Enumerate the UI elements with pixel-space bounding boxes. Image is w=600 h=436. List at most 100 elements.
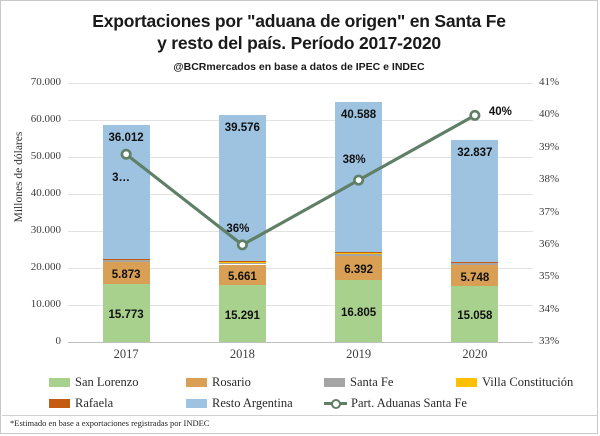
gridline [68,231,533,232]
bar-segment-rosario[interactable] [451,265,499,287]
y-axis-left-tick-label: 60.000 [30,113,61,125]
bar-segment-resto-argentina[interactable] [451,140,499,262]
footnote-divider [2,415,598,416]
y-axis-right-tick-label: 35% [539,270,560,283]
chart-subtitle: @BCRmercados en base a datos de IPEC e I… [173,61,425,73]
y-axis-right-tick-label: 37% [539,205,560,218]
x-axis-tick-label-2017: 2017 [113,347,139,361]
line-data-label-2019: 38% [342,154,366,167]
bar-data-label: 15.773 [108,308,144,321]
y-axis-left-tick-label: 50.000 [30,150,61,162]
page-title: Exportaciones por "aduana de origen" en … [1,10,597,54]
y-axis-left-tick-label: 40.000 [30,187,61,199]
bar-segment-rosario[interactable] [102,261,150,284]
bar-group-2017[interactable]: 15.773 5.873 36.012 [102,83,150,342]
line-data-label-2018: 36% [226,222,250,235]
gridline [68,120,533,121]
legend-item-part-aduanas-santa-fe[interactable]: Part. Aduanas Santa Fe [324,393,467,414]
bar-group-2020[interactable]: 15.058 5.748 32.837 [451,83,499,342]
line-marker-2019[interactable] [353,174,365,186]
bar-segment-rosario[interactable] [218,264,266,286]
gridline [68,305,533,306]
bar-segment-santa-fe[interactable] [451,263,499,266]
legend-row-1: San Lorenzo Rosario Santa Fe Villa Constitu… [1,372,597,393]
bar-data-label: 40.588 [341,109,377,122]
y-axis-left-tick-label: 0 [55,335,62,347]
legend-swatch-icon [49,399,70,408]
legend-label: Resto Argentina [212,396,293,410]
y-axis-right-tick-label: 39% [539,140,560,153]
legend-item-san-lorenzo[interactable]: San Lorenzo [49,372,139,393]
bar-data-label: 32.837 [457,147,493,160]
legend-swatch-icon [49,378,70,387]
bar-segment-villa-constituci-n[interactable] [451,262,499,264]
legend-label: Santa Fe [350,375,394,389]
legend-swatch-icon [324,378,345,387]
bar-data-label: 6.392 [344,264,374,276]
bar-segment-villa-constituci-n[interactable] [335,252,383,255]
bar-group-2018[interactable]: 15.291 5.661 39.576 [218,83,266,342]
legend-swatch-icon [186,378,207,387]
line-marker-2018[interactable] [236,239,248,251]
title-line-2: y resto del país. Período 2017-2020 [157,33,441,53]
gridline [68,194,533,195]
legend-item-rosario[interactable]: Rosario [186,372,251,393]
bar-segment-resto-argentina[interactable] [102,125,150,259]
bar-segment-san-lorenzo[interactable] [102,283,150,342]
legend-swatch-icon [186,399,207,408]
x-axis-tick-label-2018: 2018 [229,347,255,361]
y-axis-right-tick-label: 34% [539,302,560,315]
gridline [68,83,533,84]
gridline [68,157,533,158]
line-path [124,113,477,247]
legend-label: San Lorenzo [75,375,139,389]
legend-label: Rafaela [75,396,114,410]
title-line-1: Exportaciones por "aduana de origen" en … [92,11,506,31]
legend-item-resto-argentina[interactable]: Resto Argentina [186,393,293,414]
x-axis-tick-label-2020: 2020 [462,347,488,361]
bar-segment-san-lorenzo[interactable] [218,285,266,342]
bar-group-2019[interactable]: 16.805 6.392 40.588 [335,83,383,342]
bar-data-label: 5.748 [460,271,490,284]
y-axis-left-tick-label: 10.000 [30,298,61,310]
legend-label: Rosario [212,375,251,389]
bar-segment-rosario[interactable] [335,256,383,280]
legend-item-rafaela[interactable]: Rafaela [49,393,113,414]
legend-item-villa-constituci-n[interactable]: Villa Constitución [456,372,573,393]
line-marker-2017[interactable] [120,148,132,160]
bar-data-label: 15.291 [224,309,260,322]
bar-segment-villa-constituci-n[interactable] [102,259,150,261]
plot-area: 15.773 5.873 36.012 15.291 5.661 39.576 16.805… [68,83,533,343]
y-axis-left-tick-label: 20.000 [30,261,61,273]
y-axis-right-tick-label: 40% [539,108,560,121]
x-axis-line [68,342,533,343]
legend-label: Part. Aduanas Santa Fe [351,396,467,410]
bar-segment-santa-fe[interactable] [218,263,266,265]
line-data-label-2020: 40% [488,106,512,119]
line-data-label-2017: 3… [112,172,131,185]
line-marker-2020[interactable] [469,109,481,121]
legend: San Lorenzo Rosario Santa Fe Villa Constitu… [1,372,597,414]
y-axis-right-tick-label: 38% [539,173,560,186]
bar-data-label: 16.805 [341,306,377,319]
bar-data-label: 36.012 [108,132,144,145]
y-axis-right-tick-label: 33% [539,335,560,347]
y-axis-left-tick-label: 30.000 [30,224,61,236]
line-marker-icon [324,398,347,409]
bar-segment-santa-fe[interactable] [102,260,150,262]
x-axis-tick-label-2019: 2019 [346,347,372,361]
bar-segment-santa-fe[interactable] [335,254,383,257]
bar-segment-san-lorenzo[interactable] [451,286,499,342]
gridline [68,268,533,269]
bar-data-label: 39.576 [224,121,260,134]
y-axis-right-tick-label: 41% [539,76,560,88]
line-series-part-aduanas-santa-fe [120,109,481,251]
legend-row-2: Rafaela Resto Argentina Part. Aduanas Sant… [1,393,597,414]
bar-data-label: 5.661 [227,270,257,283]
bar-segment-san-lorenzo[interactable] [335,279,383,342]
bar-data-label: 5.873 [111,268,141,281]
legend-item-santa-fe[interactable]: Santa Fe [324,372,393,393]
footnote: *Estimado en base a exportaciones regist… [10,418,210,428]
y-axis-title: Millones de dólares [13,131,25,223]
bar-segment-villa-constituci-n[interactable] [218,261,266,263]
